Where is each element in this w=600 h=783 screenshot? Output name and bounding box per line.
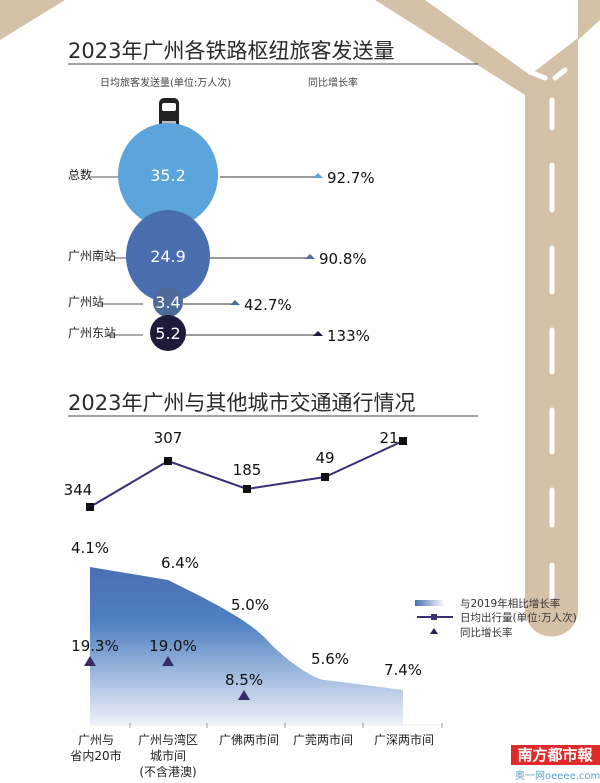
line-value-label: 344 (64, 481, 93, 499)
x-category-label: 广州与省内20市 (70, 733, 121, 763)
chart1-title: 2023年广州各铁路枢纽旅客发送量 (68, 39, 394, 63)
growth-vs-2019-area (90, 567, 403, 725)
yoy-value-label: 8.5% (225, 671, 263, 689)
growth-triangle (313, 331, 323, 336)
growth-header: 同比增长率 (308, 76, 358, 89)
yoy-triangle-marker (238, 690, 250, 700)
logo-name: 南方都市報 (517, 746, 593, 764)
growth-label: 92.7% (327, 169, 375, 187)
area-value-label: 5.6% (311, 650, 349, 668)
value-header: 日均旅客发送量(单位:万人次) (100, 76, 231, 89)
line-point (86, 503, 94, 511)
legend-triangle-marker (430, 628, 438, 634)
bubble (150, 315, 186, 351)
station-label: 广州南站 (68, 248, 116, 263)
station-label: 总数 (68, 167, 92, 182)
road-decoration (0, 0, 600, 637)
line-value-label: 307 (154, 429, 183, 447)
line-value-label: 185 (233, 461, 262, 479)
logo-site: 奥一网oeeee.com (515, 769, 600, 782)
line-value-label: 21 (379, 429, 398, 447)
chart2-title: 2023年广州与其他城市交通通行情况 (68, 391, 415, 415)
x-category-label: 广州与湾区城市间(不含港澳) (138, 732, 198, 779)
bubble-value-label: 5.2 (155, 324, 180, 343)
line-point (321, 473, 329, 481)
bubble-chart: 总数 35.2 92.7% 广州南站 24.9 90.8% 广州站 3.4 42.7% 广州东站 5… (68, 123, 375, 351)
yoy-triangle-marker (162, 656, 174, 666)
bubble (153, 287, 183, 317)
line-point (399, 437, 407, 445)
growth-label: 42.7% (244, 296, 292, 314)
area-value-label: 7.4% (384, 661, 422, 679)
line-point (164, 457, 172, 465)
x-category-label: 广莞两市间 (293, 732, 353, 747)
line-value-label: 49 (315, 449, 334, 467)
bubble (126, 210, 210, 302)
growth-triangle (313, 173, 323, 178)
area-value-label: 4.1% (71, 539, 109, 557)
legend-triangle-label: 同比增长率 (460, 626, 513, 639)
growth-triangle (230, 300, 240, 305)
yoy-triangle-marker (84, 656, 96, 666)
x-category-label: 广深两市间 (374, 732, 434, 747)
bubble-value-label: 35.2 (150, 166, 186, 185)
bubble-value-label: 3.4 (155, 293, 180, 312)
legend-square-marker (431, 614, 437, 620)
bubble-value-label: 24.9 (150, 247, 186, 266)
legend-area-label: 与2019年相比增长率 (460, 597, 560, 610)
legend-area-swatch (415, 600, 445, 606)
growth-label: 90.8% (319, 250, 367, 268)
line-area-chart: 344 307 185 49 21 4.1% 6.4% 5.0% 5.6% 7.4% 19.3% 19… (64, 429, 443, 779)
area-value-label: 6.4% (161, 554, 199, 572)
line-point (243, 485, 251, 493)
yoy-value-label: 19.3% (71, 637, 119, 655)
legend: 与2019年相比增长率 日均出行量(单位:万人次) 同比增长率 (415, 597, 577, 639)
yoy-value-label: 19.0% (149, 637, 197, 655)
x-category-label: 广佛两市间 (219, 732, 279, 747)
legend-line-label: 日均出行量(单位:万人次) (460, 611, 577, 624)
bubble (118, 123, 218, 227)
growth-triangle (305, 254, 315, 259)
area-value-label: 5.0% (231, 596, 269, 614)
growth-label: 133% (327, 327, 370, 345)
station-label: 广州东站 (68, 326, 116, 340)
newspaper-logo: 南方都市報 奥一网oeeee.com (511, 745, 600, 782)
station-label: 广州站 (68, 295, 104, 309)
